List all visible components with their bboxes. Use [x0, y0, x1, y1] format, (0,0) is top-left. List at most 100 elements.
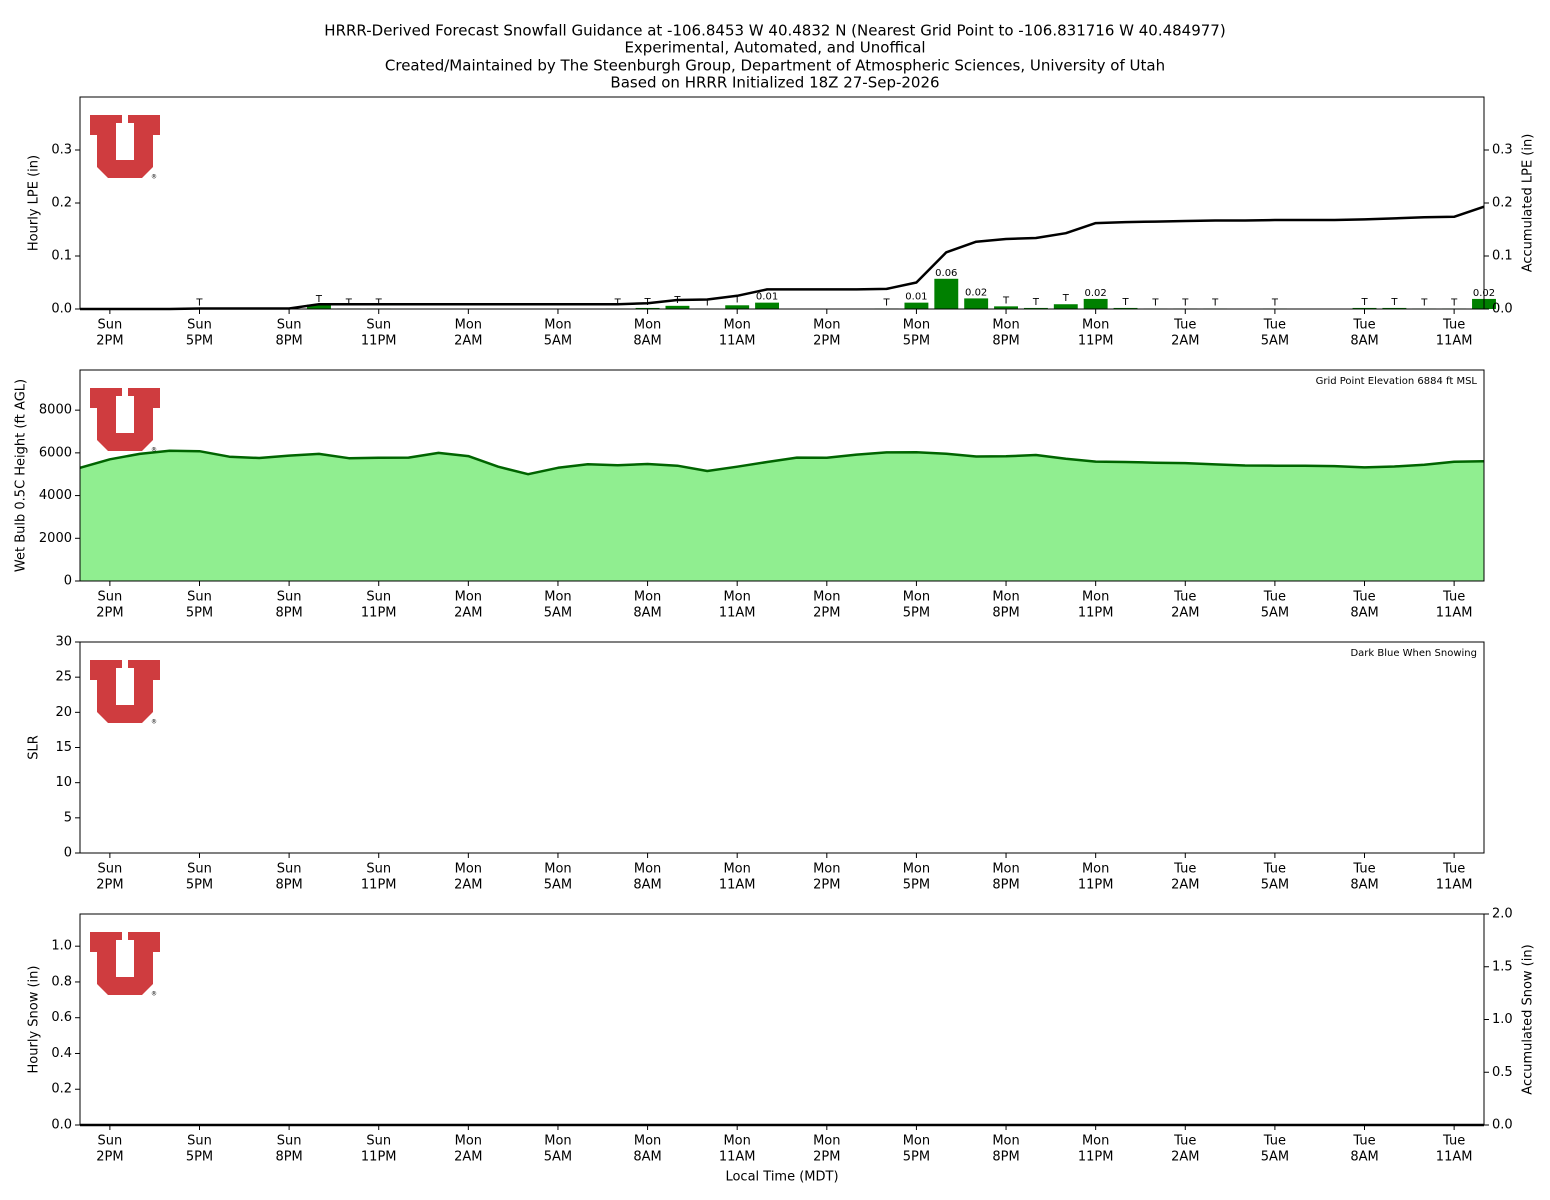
data-label: T	[1271, 297, 1279, 308]
y-tick-label: 0.8	[51, 974, 72, 989]
x-tick-label: 11PM	[1078, 1150, 1114, 1165]
x-tick-label: 11PM	[1078, 334, 1114, 349]
x-tick-label: 11AM	[1436, 1150, 1473, 1165]
x-tick-label: 8PM	[992, 878, 1019, 893]
y2-tick-label: 0.1	[1492, 249, 1513, 264]
x-tick-label: 2PM	[813, 878, 840, 893]
x-tick-label: 8PM	[992, 1150, 1019, 1165]
x-tick-label: 8AM	[1350, 334, 1378, 349]
x-tick-label: Mon	[723, 1134, 750, 1149]
x-tick-label: 2PM	[96, 334, 123, 349]
y2-axis-label: Accumulated Snow (in)	[1521, 944, 1536, 1094]
x-tick-label: 2AM	[1171, 606, 1199, 621]
x-tick-label: 11PM	[361, 606, 397, 621]
title-line: Experimental, Automated, and Unoffical	[624, 39, 925, 57]
x-tick-label: Sun	[366, 590, 391, 605]
annotation: Grid Point Elevation 6884 ft MSL	[1316, 376, 1478, 387]
y-tick-label: 20	[55, 705, 72, 720]
x-tick-label: 8PM	[275, 878, 302, 893]
x-tick-label: Mon	[634, 318, 661, 333]
x-tick-label: 5AM	[544, 606, 572, 621]
x-tick-label: 11AM	[1436, 606, 1473, 621]
x-tick-label: 11AM	[719, 606, 756, 621]
x-tick-label: 11AM	[719, 878, 756, 893]
x-tick-label: 2PM	[813, 1150, 840, 1165]
x-tick-label: 11AM	[1436, 334, 1473, 349]
plot-frame	[79, 96, 1485, 310]
y2-tick-label: 1.0	[1492, 1012, 1513, 1027]
data-label: T	[1062, 293, 1070, 304]
x-tick-label: 5PM	[186, 606, 213, 621]
x-tick-label: Tue	[1442, 318, 1465, 333]
x-tick-label: Mon	[1082, 1134, 1109, 1149]
x-tick-label: 8PM	[275, 606, 302, 621]
x-tick-label: Tue	[1442, 590, 1465, 605]
y2-tick-label: 1.5	[1492, 959, 1513, 974]
x-tick-label: Tue	[1352, 862, 1375, 877]
x-tick-label: 11PM	[1078, 606, 1114, 621]
x-tick-label: Sun	[187, 318, 212, 333]
x-tick-label: Sun	[187, 1134, 212, 1149]
y-tick-label: 25	[55, 670, 72, 685]
bar	[1083, 298, 1108, 309]
x-tick-label: Sun	[366, 318, 391, 333]
y2-tick-label: 0.5	[1492, 1065, 1513, 1080]
data-label: T	[1360, 297, 1368, 308]
data-label: T	[733, 294, 741, 305]
x-tick-label: Mon	[903, 590, 930, 605]
x-tick-label: 2PM	[96, 606, 123, 621]
x-tick-label: Mon	[544, 590, 571, 605]
x-tick-label: Mon	[544, 862, 571, 877]
x-tick-label: 11AM	[719, 1150, 756, 1165]
y2-axis-label: Accumulated LPE (in)	[1521, 134, 1536, 273]
data-label: T	[1121, 297, 1129, 308]
y2-tick-label: 0.0	[1492, 1118, 1513, 1133]
x-tick-label: 2PM	[813, 334, 840, 349]
bar	[755, 302, 780, 309]
bar	[904, 302, 929, 309]
bar	[1382, 307, 1407, 309]
y-tick-label: 0.0	[51, 1118, 72, 1133]
x-tick-label: Sun	[98, 1134, 123, 1149]
x-tick-label: 11AM	[719, 334, 756, 349]
x-tick-label: 8AM	[633, 606, 661, 621]
bar	[665, 305, 690, 309]
data-label: T	[882, 297, 890, 308]
y2-tick-label: 0.2	[1492, 196, 1513, 211]
x-tick-label: 5PM	[186, 334, 213, 349]
x-tick-label: Mon	[723, 862, 750, 877]
title-line: HRRR-Derived Forecast Snowfall Guidance …	[324, 22, 1225, 40]
y-axis-label: Hourly Snow (in)	[27, 966, 42, 1074]
y-tick-label: 0.1	[51, 249, 72, 264]
x-tick-label: Tue	[1173, 862, 1196, 877]
data-label: 0.01	[756, 292, 778, 303]
x-tick-label: Tue	[1352, 318, 1375, 333]
x-tick-label: Tue	[1352, 1134, 1375, 1149]
bar	[934, 278, 959, 309]
y-tick-label: 30	[55, 635, 72, 650]
x-tick-label: 8AM	[633, 878, 661, 893]
y-tick-label: 0.4	[51, 1046, 72, 1061]
x-tick-label: 8PM	[275, 334, 302, 349]
x-tick-label: Mon	[992, 862, 1019, 877]
y-axis-label: Hourly LPE (in)	[27, 155, 42, 251]
x-tick-label: 11AM	[1436, 878, 1473, 893]
x-tick-label: Mon	[903, 318, 930, 333]
x-tick-label: Mon	[992, 1134, 1019, 1149]
y-tick-label: 6000	[39, 445, 72, 460]
x-tick-label: 8AM	[1350, 878, 1378, 893]
data-label: T	[1390, 297, 1398, 308]
x-tick-label: Sun	[277, 590, 302, 605]
x-tick-label: Tue	[1442, 862, 1465, 877]
x-tick-label: 5PM	[903, 878, 930, 893]
x-tick-label: 5AM	[1261, 606, 1289, 621]
y-tick-label: 0.6	[51, 1010, 72, 1025]
x-tick-label: Sun	[187, 590, 212, 605]
x-tick-label: 5AM	[1261, 878, 1289, 893]
bar	[725, 305, 750, 309]
bar	[1352, 307, 1377, 309]
x-tick-label: Sun	[187, 862, 212, 877]
x-tick-label: Tue	[1173, 1134, 1196, 1149]
x-tick-label: Mon	[813, 590, 840, 605]
y-axis-label: SLR	[27, 735, 42, 760]
